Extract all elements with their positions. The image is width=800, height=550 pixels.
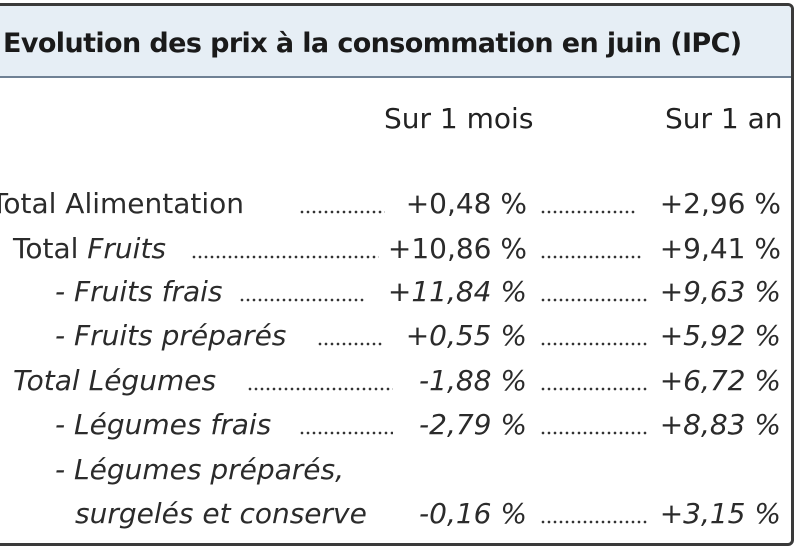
table-row: - Fruits préparés +0,55 % +5,92 % [0, 316, 791, 356]
leader-dots [540, 298, 648, 302]
row-label: Total Alimentation [0, 187, 245, 220]
value-month: +10,86 % [387, 232, 527, 265]
row-label: - Légumes frais [55, 408, 272, 441]
table-row: - Légumes préparés, [0, 450, 791, 490]
row-label-line2: surgelés et conserve [75, 497, 367, 530]
leader-dots [317, 342, 383, 346]
row-label: Total Fruits [13, 229, 166, 269]
value-month: -1,88 % [419, 364, 527, 397]
leader-dots [540, 520, 648, 524]
row-label: Total Légumes [13, 364, 217, 397]
value-year: +9,63 % [659, 275, 781, 308]
value-year: +5,92 % [659, 319, 781, 352]
row-label-italic: Fruits [87, 232, 167, 265]
value-month: +0,55 % [405, 319, 527, 352]
table-row: Total Alimentation +0,48 % +2,96 % [0, 184, 791, 224]
leader-dots [540, 342, 648, 346]
table-row: - Légumes frais -2,79 % +8,83 % [0, 405, 791, 445]
row-label: - Fruits frais [55, 275, 223, 308]
title-bar: Evolution des prix à la consommation en … [0, 6, 791, 78]
value-year: +3,15 % [659, 497, 781, 530]
leader-dots [299, 431, 393, 435]
table-row: surgelés et conserve -0,16 % +3,15 % [0, 494, 791, 534]
row-label: - Fruits préparés [55, 319, 287, 352]
price-table: Evolution des prix à la consommation en … [0, 3, 794, 546]
value-month: +11,84 % [387, 275, 527, 308]
table-row: Total Fruits +10,86 % +9,41 % [0, 229, 791, 269]
leader-dots [239, 298, 365, 302]
leader-dots [191, 255, 379, 259]
row-label-line1: - Légumes préparés, [55, 453, 345, 486]
leader-dots [299, 210, 385, 214]
table-row: - Fruits frais +11,84 % +9,63 % [0, 272, 791, 312]
leader-dots [540, 210, 636, 214]
value-month: -2,79 % [419, 408, 527, 441]
value-year: +9,41 % [659, 232, 781, 265]
leader-dots [540, 387, 648, 391]
value-year: +2,96 % [659, 187, 781, 220]
table-title: Evolution des prix à la consommation en … [3, 28, 742, 59]
row-label-prefix: Total [13, 232, 88, 265]
value-month: +0,48 % [405, 187, 527, 220]
table-row: Total Légumes -1,88 % +6,72 % [0, 361, 791, 401]
leader-dots [540, 255, 642, 259]
value-month: -0,16 % [419, 497, 527, 530]
leader-dots [247, 387, 393, 391]
value-year: +6,72 % [659, 364, 781, 397]
column-header-year: Sur 1 an [665, 102, 783, 135]
leader-dots [540, 431, 648, 435]
column-header-month: Sur 1 mois [384, 102, 534, 135]
value-year: +8,83 % [659, 408, 781, 441]
